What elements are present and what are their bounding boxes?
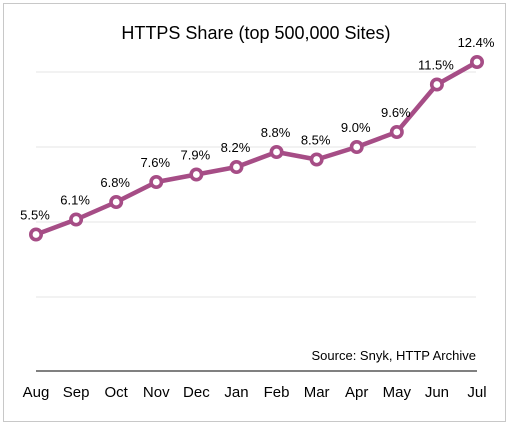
data-points [28,54,484,242]
data-label: 7.9% [181,148,211,163]
data-label: 12.4% [458,35,495,50]
data-point [429,77,444,92]
data-label: 8.2% [221,140,251,155]
x-tick-label: Apr [345,384,368,401]
data-point [149,175,164,190]
data-label: 9.6% [381,105,411,120]
x-tick-label: Mar [304,384,330,401]
data-label: 8.8% [261,125,291,140]
data-label: 5.5% [20,208,50,223]
x-tick-label: Jun [425,384,449,401]
data-point [469,54,484,69]
data-point [309,152,324,167]
source-annotation: Source: Snyk, HTTP Archive [312,348,477,363]
data-point [389,125,404,140]
x-tick-label: Feb [264,384,290,401]
x-tick-label: May [383,384,412,401]
gridlines [36,71,476,298]
data-label: 9.0% [341,120,371,135]
x-tick-label: Nov [143,384,170,401]
data-label: 6.8% [100,175,130,190]
x-tick-label: Jan [224,384,248,401]
series-line [33,59,480,237]
data-label: 7.6% [140,155,170,170]
chart-title: HTTPS Share (top 500,000 Sites) [121,23,390,43]
data-point [349,140,364,155]
x-tick-label: Dec [183,384,210,401]
data-point [269,145,284,160]
data-point [28,227,43,242]
data-point [69,212,84,227]
data-point [189,167,204,182]
data-point [229,160,244,175]
data-point [109,195,124,210]
x-tick-label: Jul [467,384,486,401]
x-tick-label: Oct [105,384,129,401]
x-tick-label: Aug [23,384,50,401]
x-tick-labels: Aug Sep Oct Nov Dec Jan Feb Mar Apr May Jun Jul [23,384,487,401]
data-labels: 5.5% 6.1% 6.8% 7.6% 7.9% 8.2% 8.8% 8.5% 9.0% 9.6%… [20,35,495,223]
x-tick-label: Sep [63,384,90,401]
data-label: 6.1% [60,193,90,208]
data-label: 11.5% [418,58,454,73]
data-label: 8.5% [301,133,331,148]
